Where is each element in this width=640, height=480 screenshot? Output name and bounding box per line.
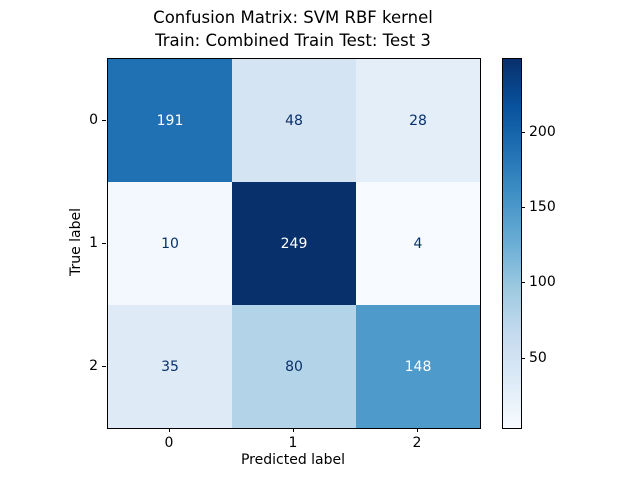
matrix-cell-0-1: 48 [232,59,356,182]
y-tick-mark-2 [102,366,106,367]
x-axis-tick-label-2: 2 [412,435,422,451]
colorbar-tick-mark-150 [521,207,525,208]
colorbar [502,58,522,429]
chart-title-line-2: Train: Combined Train Test: Test 3 [155,30,431,50]
x-tick-mark-1 [293,428,294,432]
cell-value: 35 [161,358,179,375]
cell-value: 191 [156,112,184,129]
matrix-cell-2-2: 148 [356,305,480,428]
matrix-cell-0-2: 28 [356,59,480,182]
colorbar-tick-label-200: 200 [529,124,556,140]
x-axis-tick-label-0: 0 [164,435,174,451]
matrix-cell-2-1: 80 [232,305,356,428]
colorbar-gradient [503,59,521,428]
y-axis-label: True label [68,207,84,277]
cell-value: 80 [285,358,303,375]
y-axis-tick-label-1: 1 [89,235,98,251]
colorbar-tick-mark-200 [521,132,525,133]
colorbar-tick-label-150: 150 [529,199,556,215]
y-axis-tick-label-0: 0 [89,112,98,128]
x-axis-label: Predicted label [240,452,346,468]
y-tick-mark-1 [102,243,106,244]
cell-value: 10 [161,235,179,252]
cell-value: 28 [409,112,427,129]
matrix-cell-0-0: 191 [108,59,232,182]
chart-title: Confusion Matrix: SVM RBF kernel Train: … [107,7,479,52]
matrix-cell-1-0: 10 [108,182,232,305]
colorbar-tick-mark-50 [521,358,525,359]
cell-value: 48 [285,112,303,129]
x-tick-mark-2 [417,428,418,432]
x-axis-tick-label-1: 1 [288,435,298,451]
chart-title-line-1: Confusion Matrix: SVM RBF kernel [153,8,433,27]
heatmap-grid: 191 48 28 10 249 4 35 80 148 [108,59,480,428]
colorbar-tick-label-100: 100 [529,274,556,290]
colorbar-tick-label-50: 50 [529,350,547,366]
matrix-cell-1-1: 249 [232,182,356,305]
colorbar-tick-mark-100 [521,282,525,283]
x-tick-mark-0 [169,428,170,432]
y-tick-mark-0 [102,120,106,121]
cell-value: 148 [404,358,432,375]
matrix-cell-1-2: 4 [356,182,480,305]
y-axis-tick-label-2: 2 [89,358,98,374]
heatmap-plot-area: 191 48 28 10 249 4 35 80 148 [107,58,481,429]
cell-value: 249 [280,235,308,252]
cell-value: 4 [413,235,423,252]
matrix-cell-2-0: 35 [108,305,232,428]
